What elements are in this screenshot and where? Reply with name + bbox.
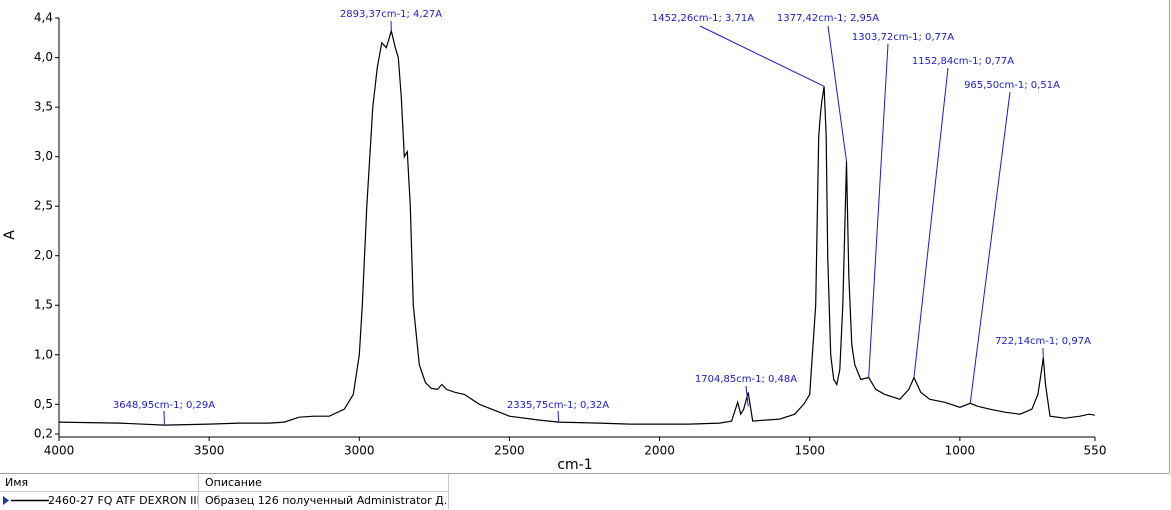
annotation-label: 2335,75cm-1; 0,32A [507, 400, 609, 411]
x-tick-label: 3500 [194, 444, 225, 458]
annotation-leader [914, 68, 948, 378]
x-tick-label: 3000 [344, 444, 375, 458]
annotation-leader [828, 26, 847, 162]
y-tick-label: 1,0 [34, 347, 53, 361]
y-tick-label: 2,5 [34, 199, 53, 213]
annotation-label: 1377,42cm-1; 2,95A [777, 13, 879, 24]
y-tick-label: 4,0 [34, 50, 53, 64]
x-tick-label: 2500 [494, 444, 525, 458]
x-tick-label: 1500 [794, 444, 825, 458]
y-tick-label: 1,5 [34, 298, 53, 312]
y-tick-label: 3,0 [34, 149, 53, 163]
annotation-leader [558, 411, 559, 422]
table-row[interactable]: 2460-27 FQ ATF DEXRON III Образец 126 по… [0, 492, 449, 509]
annotation-label: 1303,72cm-1; 0,77A [852, 32, 954, 43]
y-tick-label: 0,2 [34, 427, 53, 441]
x-tick-label: 1000 [945, 444, 976, 458]
annotation-leader [869, 44, 888, 378]
table-cell: Образец 126 полученный Administrator Д..… [199, 492, 449, 509]
annotation-label: 3648,95cm-1; 0,29A [113, 400, 215, 411]
header-cell[interactable]: Имя [0, 474, 199, 491]
annotation-leader [700, 26, 824, 86]
annotation-label: 965,50cm-1; 0,51A [964, 80, 1060, 91]
y-axis-label: A [2, 230, 18, 240]
row-arrow [3, 496, 9, 505]
annotation-leader [970, 92, 1010, 403]
x-tick-label: 550 [1084, 444, 1107, 458]
x-axis-label: cm-1 [557, 457, 592, 473]
annotation-label: 1704,85cm-1; 0,48A [695, 374, 797, 385]
series-table: Имя Описание 2460-27 FQ ATF DEXRON III О… [0, 473, 1169, 510]
series-icon [2, 492, 50, 509]
x-tick-label: 4000 [44, 444, 75, 458]
spectrum-line [59, 31, 1095, 425]
table-cell: 2460-27 FQ ATF DEXRON III [48, 492, 199, 509]
annotation-label: 1452,26cm-1; 3,71A [652, 13, 754, 24]
annotation-label: 722,14cm-1; 0,97A [995, 336, 1091, 347]
y-tick-label: 0,5 [34, 397, 53, 411]
table-header: Имя Описание [0, 474, 449, 492]
annotation-label: 2893,37cm-1; 4,27A [340, 9, 442, 20]
annotation-leader [746, 386, 748, 406]
y-tick-label: 4,4 [34, 11, 53, 25]
annotation-label: 1152,84cm-1; 0,77A [912, 56, 1014, 67]
header-cell[interactable]: Описание [199, 474, 449, 491]
y-tick-label: 2,0 [34, 248, 53, 262]
y-tick-label: 3,5 [34, 100, 53, 114]
chart: A cm-1 0,2 0,5 1,0 1,5 2,0 2,5 3,0 3,5 4,0 4,4 400… [0, 0, 1171, 473]
x-tick-label: 2000 [644, 444, 675, 458]
